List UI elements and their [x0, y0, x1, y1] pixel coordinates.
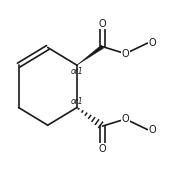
Text: O: O	[148, 125, 156, 135]
Polygon shape	[77, 45, 104, 65]
Text: O: O	[122, 114, 129, 124]
Text: or1: or1	[71, 67, 83, 76]
Text: O: O	[148, 38, 156, 48]
Text: O: O	[99, 19, 106, 29]
Text: O: O	[99, 144, 106, 154]
Text: or1: or1	[71, 96, 83, 106]
Text: O: O	[122, 49, 129, 59]
